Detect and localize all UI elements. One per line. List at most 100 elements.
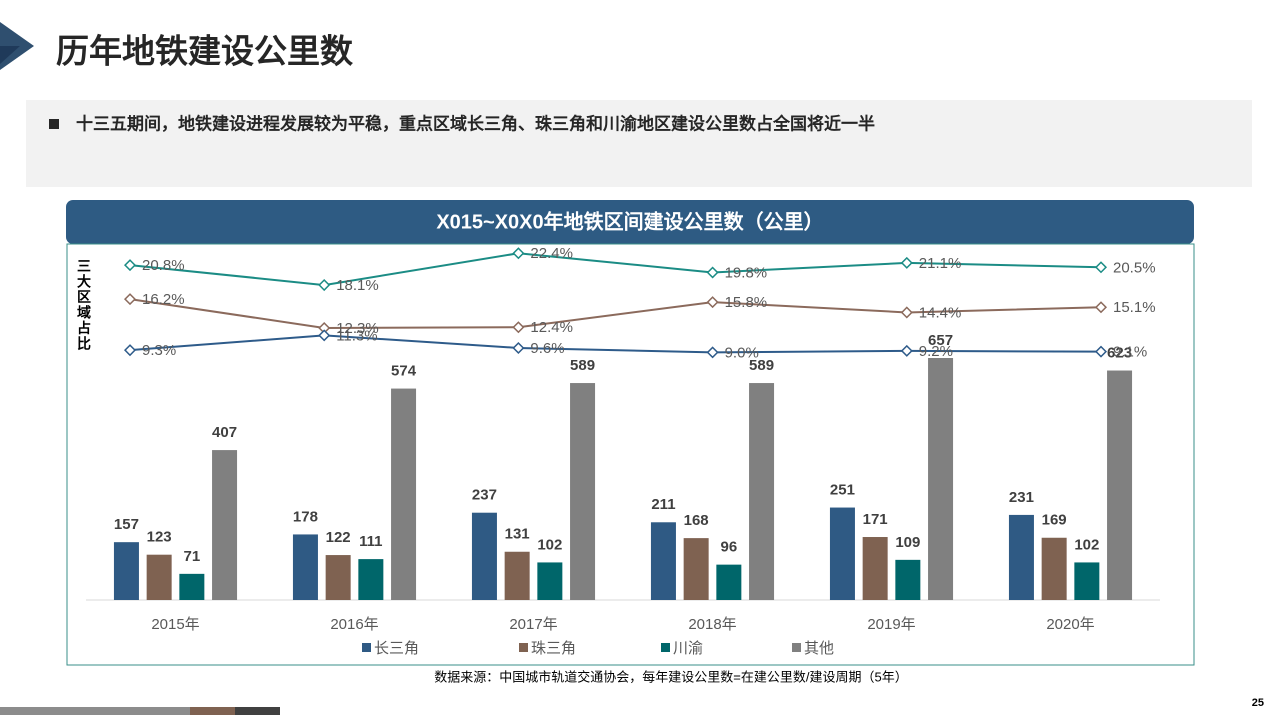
legend-label: 川渝 xyxy=(673,640,703,657)
share-marker xyxy=(706,266,719,279)
share-marker xyxy=(123,293,137,306)
share-marker xyxy=(318,329,331,342)
share-marker xyxy=(706,296,719,309)
bar xyxy=(749,383,775,600)
bar xyxy=(570,383,596,600)
share-label: 15.1% xyxy=(1113,299,1156,316)
legend-label: 珠三角 xyxy=(531,640,576,657)
legend-swatch xyxy=(792,643,801,652)
bar xyxy=(292,534,318,600)
share-label: 19.8% xyxy=(725,264,768,281)
chart-frame xyxy=(66,243,1195,666)
share-marker xyxy=(123,344,137,357)
x-tick-label: 2020年 xyxy=(1046,616,1094,633)
bar xyxy=(650,522,676,600)
bar xyxy=(471,512,497,600)
bar xyxy=(537,562,563,600)
source-note: 数据来源：中国城市轨道交通协会，每年建设公里数=在建公里数/建设周期（5年） xyxy=(434,669,907,684)
bar-label: 178 xyxy=(293,508,318,525)
share-label: 9.1% xyxy=(1113,344,1147,361)
bar-label: 623 xyxy=(1107,344,1132,361)
share-marker xyxy=(512,247,525,260)
share-marker xyxy=(123,259,137,272)
share-label: 21.1% xyxy=(919,255,962,272)
share-label: 15.8% xyxy=(725,294,768,311)
bar-label: 131 xyxy=(505,526,530,543)
bar xyxy=(113,542,139,600)
bar xyxy=(391,388,417,600)
bar xyxy=(1041,537,1067,600)
bar xyxy=(928,358,954,600)
bar xyxy=(212,450,238,600)
share-marker xyxy=(318,321,331,334)
share-marker xyxy=(1094,261,1108,274)
x-tick-label: 2016年 xyxy=(330,616,378,633)
page-number: 25 xyxy=(1252,697,1264,709)
share-label: 20.8% xyxy=(142,257,185,274)
share-label: 16.2% xyxy=(142,291,185,308)
x-tick-label: 2015年 xyxy=(151,616,199,633)
bar-label: 169 xyxy=(1042,512,1067,529)
bar xyxy=(895,559,921,600)
corner-arrow-shade xyxy=(0,46,20,64)
share-label: 14.4% xyxy=(919,304,962,321)
bar-label: 237 xyxy=(472,487,497,504)
slide-title: 历年地铁建设公里数 xyxy=(56,33,354,70)
legend-label: 其他 xyxy=(804,640,834,657)
legend-swatch xyxy=(362,643,371,652)
bar-label: 102 xyxy=(537,536,562,553)
footer-band xyxy=(190,707,235,715)
x-tick-label: 2018年 xyxy=(688,616,736,633)
legend-label: 长三角 xyxy=(374,640,419,657)
share-label: 18.1% xyxy=(336,277,379,294)
bar xyxy=(146,554,172,600)
share-label: 20.5% xyxy=(1113,259,1156,276)
bar-label: 407 xyxy=(212,424,237,441)
legend-swatch xyxy=(661,643,670,652)
x-tick-label: 2019年 xyxy=(867,616,915,633)
bar xyxy=(683,538,709,600)
bar-label: 111 xyxy=(359,533,382,550)
bar xyxy=(358,559,384,600)
share-line xyxy=(129,298,1102,329)
bar-label: 171 xyxy=(863,511,888,528)
share-axis-label: 三大区域占比 xyxy=(77,258,91,352)
bar-label: 168 xyxy=(684,512,709,529)
share-line xyxy=(129,252,1102,287)
bar xyxy=(1008,514,1034,600)
bullet-mark xyxy=(49,119,59,129)
bar xyxy=(1074,562,1100,600)
share-label: 12.4% xyxy=(530,319,573,336)
bar-label: 102 xyxy=(1074,536,1099,553)
share-label: 22.4% xyxy=(530,245,573,262)
bar-label: 109 xyxy=(895,534,920,551)
share-marker xyxy=(318,279,331,292)
bar-label: 123 xyxy=(147,529,172,546)
bar-label: 589 xyxy=(749,357,774,374)
share-marker xyxy=(900,256,913,269)
share-label: 9.0% xyxy=(725,344,759,361)
bar-label: 589 xyxy=(570,357,595,374)
share-label: 9.2% xyxy=(919,343,953,360)
chart-title: X015~X0X0年地铁区间建设公里数（公里） xyxy=(436,209,823,233)
bar-label: 251 xyxy=(830,482,855,499)
share-label: 12.3% xyxy=(336,320,379,337)
summary-panel xyxy=(26,100,1252,187)
share-marker xyxy=(1094,345,1108,358)
chart-title-bar xyxy=(66,200,1194,244)
bar-label: 122 xyxy=(326,529,351,546)
footer-band xyxy=(0,707,190,715)
bar-label: 211 xyxy=(651,496,675,513)
share-marker xyxy=(900,344,913,357)
legend-swatch xyxy=(519,643,528,652)
share-marker xyxy=(900,306,913,319)
share-marker xyxy=(706,346,719,359)
share-label: 9.3% xyxy=(142,342,176,359)
bar-label: 574 xyxy=(391,363,417,380)
bar xyxy=(179,573,205,600)
bar xyxy=(1107,370,1133,600)
bar xyxy=(829,507,855,600)
summary-text: 十三五期间，地铁建设进程发展较为平稳，重点区域长三角、珠三角和川渝地区建设公里数… xyxy=(76,113,875,133)
bar-label: 71 xyxy=(184,548,201,565)
